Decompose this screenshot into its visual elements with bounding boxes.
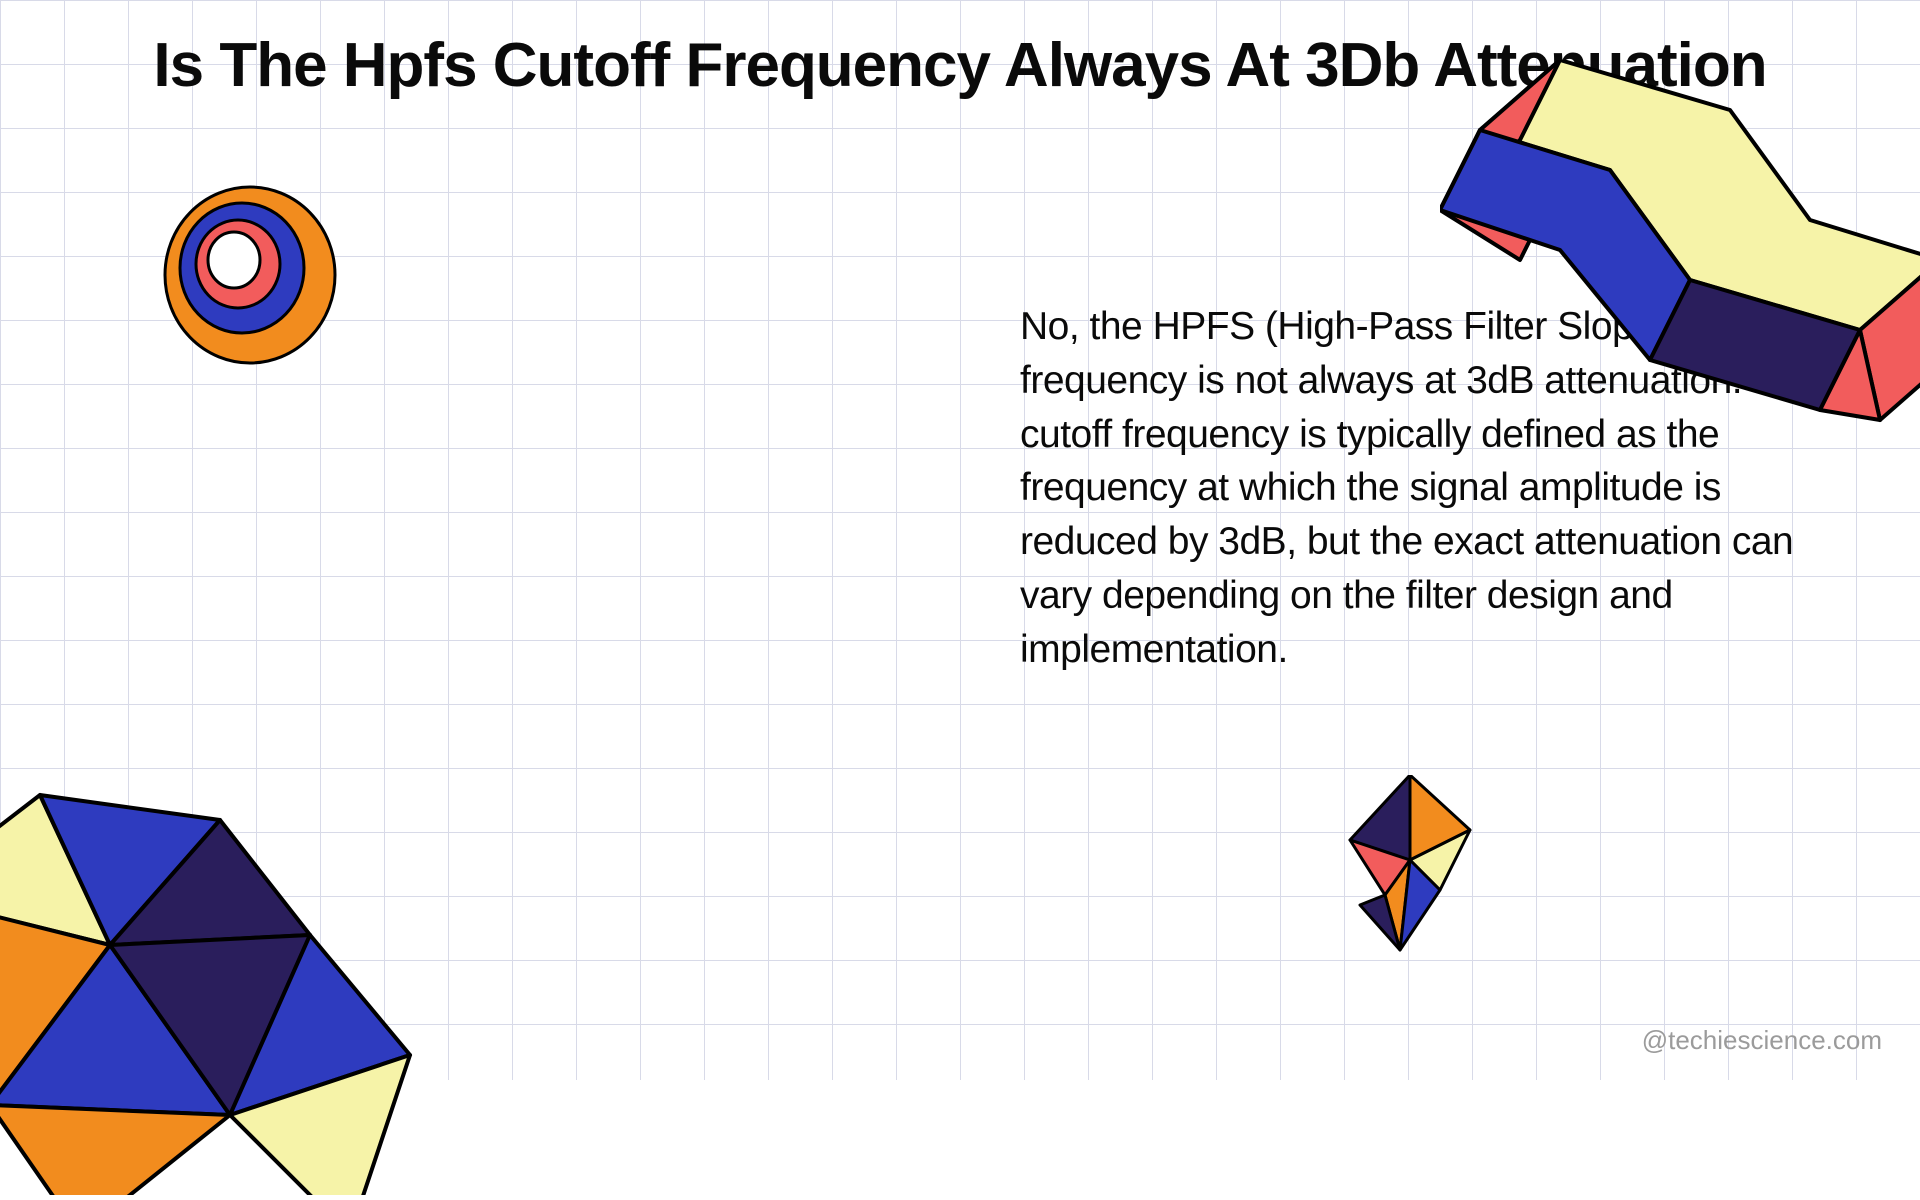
polyhedron-3d-icon — [0, 675, 470, 1200]
gem-3d-icon — [1330, 775, 1490, 960]
chevron-prism-3d-icon — [1440, 60, 1920, 525]
ring-3d-icon — [160, 180, 340, 375]
attribution-text: @techiescience.com — [1642, 1025, 1882, 1056]
